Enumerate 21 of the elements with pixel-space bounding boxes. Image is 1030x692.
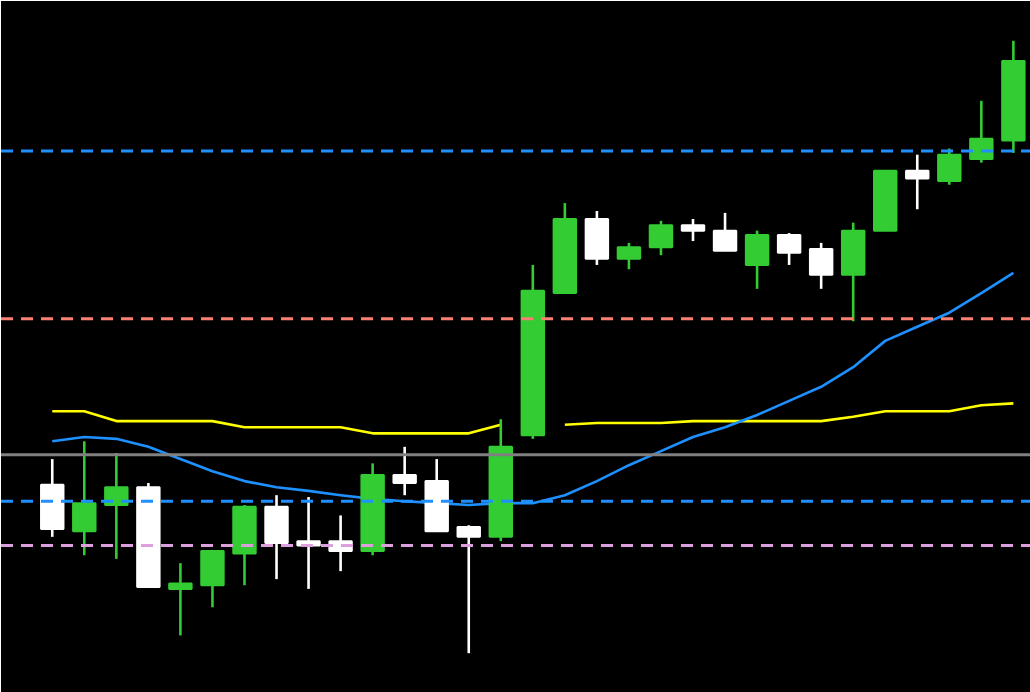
candlestick	[104, 451, 129, 561]
candlestick	[744, 229, 770, 291]
candlestick	[616, 241, 642, 271]
candlestick	[40, 457, 65, 539]
candlestick	[456, 523, 481, 655]
candlestick	[680, 217, 706, 243]
candlestick	[840, 221, 866, 323]
candlestick	[584, 209, 610, 267]
candlestick	[392, 445, 417, 497]
candlestick	[200, 549, 225, 609]
candlestick	[168, 561, 193, 637]
candlestick	[72, 440, 97, 557]
candlestick	[264, 493, 289, 581]
candlestick	[776, 231, 802, 267]
candlestick	[232, 503, 257, 587]
candlestick	[712, 211, 738, 253]
candlestick	[905, 153, 930, 211]
candlestick	[648, 219, 674, 257]
candlestick	[969, 99, 994, 164]
candlestick	[808, 241, 834, 291]
candlestick	[937, 147, 962, 187]
